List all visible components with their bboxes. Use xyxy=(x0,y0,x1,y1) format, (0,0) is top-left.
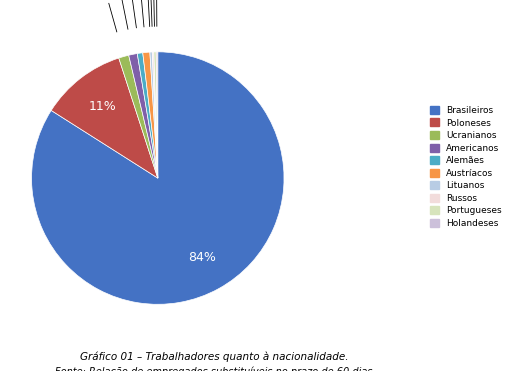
Wedge shape xyxy=(150,52,158,178)
Wedge shape xyxy=(32,52,284,304)
Text: 1%: 1% xyxy=(124,0,138,28)
Text: 0%: 0% xyxy=(140,0,155,27)
Text: 0%: 0% xyxy=(147,0,161,26)
Wedge shape xyxy=(119,55,158,178)
Text: 1%: 1% xyxy=(133,0,148,27)
Wedge shape xyxy=(156,52,158,178)
Legend: Brasileiros, Poloneses, Ucranianos, Americanos, Alemães, Austríacos, Lituanos, R: Brasileiros, Poloneses, Ucranianos, Amer… xyxy=(427,103,504,231)
Wedge shape xyxy=(137,53,158,178)
Wedge shape xyxy=(129,53,158,178)
Text: 84%: 84% xyxy=(188,251,215,264)
Text: 1%: 1% xyxy=(113,0,128,29)
Text: 0%: 0% xyxy=(144,0,158,26)
Text: 11%: 11% xyxy=(88,100,116,113)
Wedge shape xyxy=(51,58,158,178)
Text: Gráfico 01 – Trabalhadores quanto à nacionalidade.: Gráfico 01 – Trabalhadores quanto à naci… xyxy=(79,351,348,362)
Text: 1%: 1% xyxy=(99,0,117,32)
Text: 0%: 0% xyxy=(150,0,164,26)
Wedge shape xyxy=(152,52,158,178)
Wedge shape xyxy=(154,52,158,178)
Wedge shape xyxy=(143,52,158,178)
Text: Fonte: Relação de empregados substituíveis no prazo de 60 dias: Fonte: Relação de empregados substituíve… xyxy=(55,366,373,371)
